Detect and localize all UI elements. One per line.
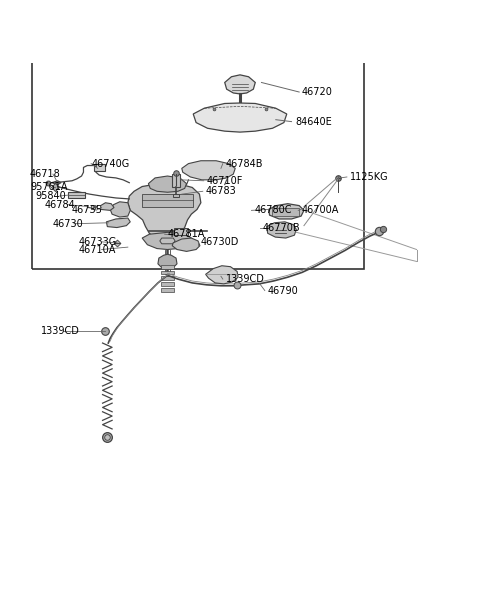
Text: 46733G: 46733G (79, 237, 117, 247)
Polygon shape (107, 218, 130, 228)
Text: 46710A: 46710A (79, 245, 116, 254)
Text: 46783: 46783 (205, 186, 236, 196)
Text: 46718: 46718 (30, 169, 61, 179)
Text: 46781A: 46781A (168, 230, 205, 239)
Polygon shape (160, 238, 175, 244)
Bar (172, 174, 180, 187)
Polygon shape (172, 238, 200, 251)
Polygon shape (158, 254, 177, 269)
Bar (161, 271, 174, 274)
Polygon shape (182, 161, 235, 180)
Bar (173, 194, 179, 197)
Text: 1339CD: 1339CD (40, 326, 79, 336)
Text: 84640E: 84640E (295, 117, 332, 127)
Text: 46784B: 46784B (226, 159, 263, 169)
Bar (161, 276, 174, 280)
Polygon shape (193, 103, 287, 132)
Polygon shape (225, 75, 255, 94)
Polygon shape (142, 233, 192, 249)
Polygon shape (128, 184, 201, 240)
Bar (33, 0, 364, 269)
Polygon shape (101, 203, 114, 210)
Text: 46784: 46784 (44, 200, 75, 210)
Bar (68, 192, 85, 198)
Polygon shape (205, 266, 238, 284)
Text: 46770B: 46770B (263, 222, 300, 233)
Bar (174, 228, 188, 235)
Polygon shape (267, 222, 296, 238)
Polygon shape (269, 204, 304, 219)
Bar (161, 265, 174, 269)
Text: 1125KG: 1125KG (350, 172, 388, 182)
Polygon shape (51, 181, 61, 185)
Text: 95840: 95840 (36, 191, 67, 201)
Text: 46710F: 46710F (206, 176, 243, 186)
Bar (161, 288, 174, 292)
Text: 46700A: 46700A (301, 205, 338, 216)
Text: 46730D: 46730D (201, 237, 239, 247)
Bar (161, 282, 174, 286)
Text: 46790: 46790 (268, 286, 299, 295)
Text: 46740G: 46740G (91, 159, 129, 169)
Bar (95, 164, 105, 171)
Circle shape (153, 197, 182, 226)
Bar (273, 208, 299, 216)
Polygon shape (110, 202, 130, 217)
Text: 1339CD: 1339CD (226, 274, 264, 284)
Polygon shape (148, 176, 187, 192)
Text: 46720: 46720 (302, 87, 333, 97)
Polygon shape (142, 194, 193, 207)
Text: 95761A: 95761A (30, 182, 68, 191)
Text: 46780C: 46780C (254, 205, 292, 216)
Circle shape (160, 204, 175, 219)
Text: 46730: 46730 (53, 219, 84, 229)
Text: 46735: 46735 (72, 205, 103, 216)
